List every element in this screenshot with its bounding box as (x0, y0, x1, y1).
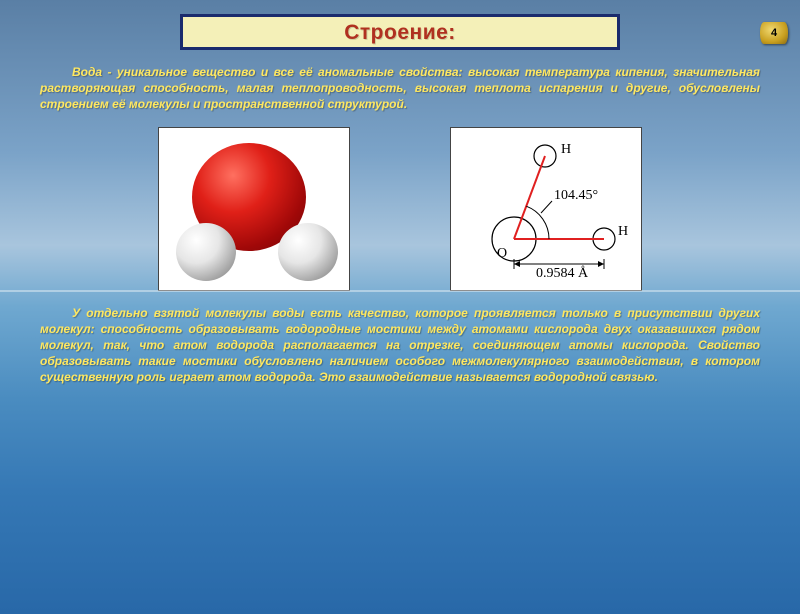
page-number: 4 (771, 27, 777, 39)
angle-arc (526, 206, 549, 239)
oxygen-label: O (497, 246, 507, 261)
body-paragraph: У отдельно взятой молекулы воды есть кач… (40, 305, 760, 386)
hydrogen-atom-left (176, 223, 236, 281)
molecule-3d-panel (158, 127, 350, 291)
angle-leader (541, 201, 552, 213)
hydrogen-atom-right (278, 223, 338, 281)
angle-label: 104.45° (554, 188, 598, 203)
bond-length-label: 0.9584 Å (536, 265, 589, 281)
title-box: Строение: (180, 14, 620, 50)
hydrogen-label-right: H (618, 224, 628, 239)
dim-arrow-left (514, 261, 520, 267)
slide-title: Строение: (183, 21, 617, 45)
images-row: 104.45° 0.9584 Å O H H (0, 127, 800, 291)
molecule-geometry-panel: 104.45° 0.9584 Å O H H (450, 127, 642, 291)
hydrogen-label-top: H (561, 142, 571, 157)
bond-line-top (514, 156, 545, 239)
background-horizon (0, 290, 800, 292)
dim-arrow-right (598, 261, 604, 267)
intro-paragraph: Вода - уникальное вещество и все её аном… (40, 64, 760, 113)
page-number-badge: 4 (760, 22, 788, 44)
water-molecule-3d (174, 139, 334, 279)
water-geometry-diagram: 104.45° 0.9584 Å O H H (456, 131, 636, 287)
